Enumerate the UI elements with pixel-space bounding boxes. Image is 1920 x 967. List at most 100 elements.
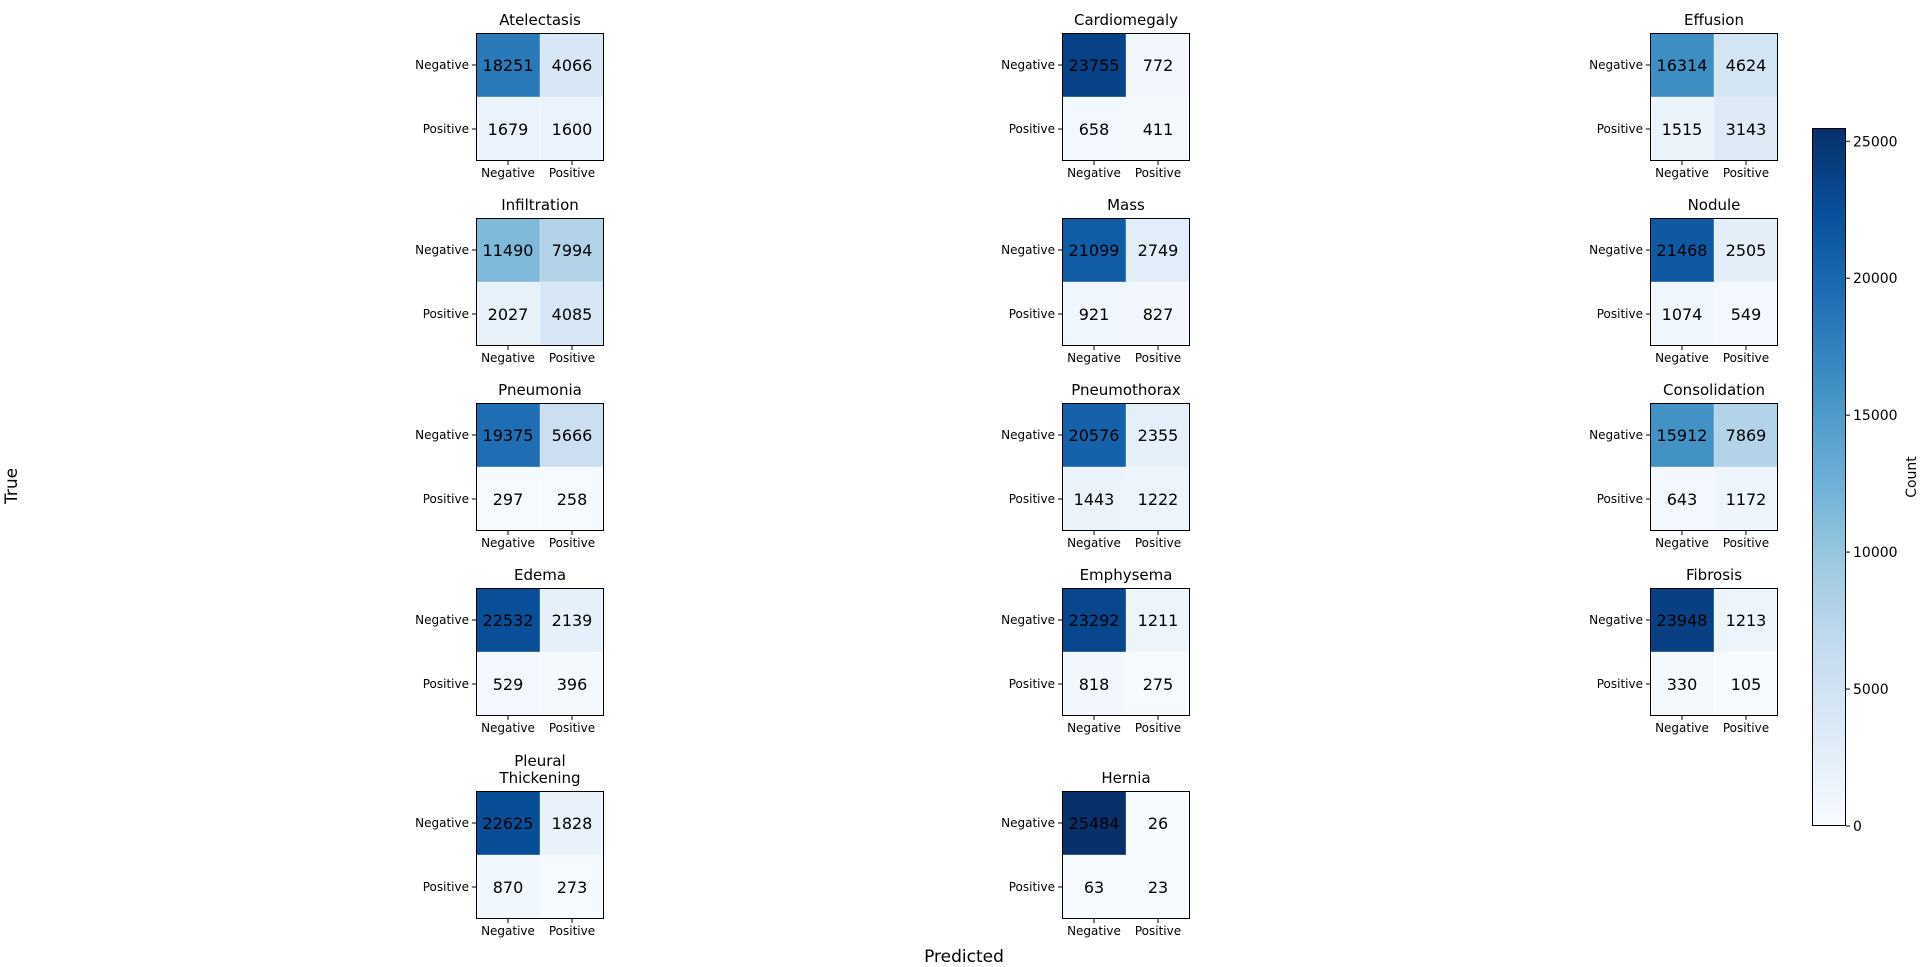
heatmap-cell [1062,282,1126,346]
confusion-matrix-panel: 20576 2355 1443 1222 Negative Positive Negativ… [1001,381,1190,550]
x-tick-label: Positive [1135,351,1181,365]
panel-title: Fibrosis [1686,566,1742,584]
heatmap-cell [1062,218,1126,282]
cell-value-label: 15912 [1657,426,1708,445]
heatmap-cell [1650,467,1714,531]
cell-value-label: 23755 [1069,56,1120,75]
y-tick-label: Negative [415,816,469,830]
cell-value-label: 4624 [1726,56,1767,75]
colorbar-tick-label: 25000 [1853,134,1898,150]
cell-value-label: 1211 [1138,611,1179,630]
x-tick-label: Negative [1067,721,1121,735]
cell-value-label: 20576 [1069,426,1120,445]
x-tick-label: Positive [1135,536,1181,550]
cell-value-label: 16314 [1657,56,1708,75]
cell-value-label: 1213 [1726,611,1767,630]
colorbar-fill [1812,128,1846,826]
heatmap-cell [1126,403,1190,467]
confusion-matrix-panels: 18251 4066 1679 1600 Negative Positive Negativ… [415,11,1778,938]
confusion-matrix-panel: 18251 4066 1679 1600 Negative Positive Negativ… [415,11,604,180]
confusion-matrix-panel: 21099 2749 921 827 Negative Positive Negative P… [1001,196,1190,365]
heatmap-cell [1126,218,1190,282]
heatmap-cell [476,97,540,161]
heatmap-cell [1714,33,1778,97]
y-tick-label: Negative [1001,428,1055,442]
cell-value-label: 870 [493,878,524,897]
y-tick-label: Negative [1589,243,1643,257]
matrix-frame [1650,403,1778,531]
cell-value-label: 2505 [1726,241,1767,260]
heatmap-cell [476,855,540,919]
heatmap-cell [1650,652,1714,716]
panel-title: Pleural [514,752,565,770]
x-tick-label: Positive [549,924,595,938]
cell-value-label: 529 [493,675,524,694]
heatmap-cell [540,467,604,531]
heatmap-cell [540,33,604,97]
cell-value-label: 26 [1148,814,1168,833]
matrix-frame [476,218,604,346]
heatmap-cell [476,467,540,531]
x-tick-label: Negative [1067,924,1121,938]
colorbar-frame [1812,128,1846,826]
cell-value-label: 23948 [1657,611,1708,630]
y-tick-label: Negative [1589,428,1643,442]
panel-title: Hernia [1101,769,1150,787]
heatmap-cell [1126,33,1190,97]
y-tick-label: Positive [1009,880,1055,894]
heatmap-cell [1126,791,1190,855]
heatmap-cell [1062,652,1126,716]
panel-title: Effusion [1684,11,1744,29]
cell-value-label: 23292 [1069,611,1120,630]
y-tick-label: Positive [1597,122,1643,136]
heatmap-cell [1062,855,1126,919]
cell-value-label: 5666 [552,426,593,445]
x-tick-label: Positive [1723,166,1769,180]
heatmap-cell [1650,282,1714,346]
confusion-matrix-panel: 21468 2505 1074 549 Negative Positive Negative… [1589,196,1778,365]
cell-value-label: 11490 [483,241,534,260]
y-tick-label: Negative [1001,816,1055,830]
y-tick-label: Positive [423,307,469,321]
heatmap-cell [1714,403,1778,467]
heatmap-cell [1126,588,1190,652]
cell-value-label: 2027 [488,305,529,324]
cell-value-label: 22532 [483,611,534,630]
confusion-matrix-panel: 23755 772 658 411 Negative Positive Negative Po… [1001,11,1190,180]
heatmap-cell [476,588,540,652]
heatmap-cell [540,97,604,161]
cell-value-label: 1443 [1074,490,1115,509]
matrix-frame [1062,33,1190,161]
heatmap-cell [1650,218,1714,282]
heatmap-cell [540,588,604,652]
cell-value-label: 258 [557,490,588,509]
x-tick-label: Positive [549,536,595,550]
heatmap-cell [540,652,604,716]
confusion-matrix-panel: 11490 7994 2027 4085 Negative Positive Negativ… [415,196,604,365]
y-tick-label: Positive [423,677,469,691]
y-tick-label: Negative [415,428,469,442]
cell-value-label: 1222 [1138,490,1179,509]
confusion-matrix-panel: 23948 1213 330 105 Negative Positive Negative P… [1589,566,1778,735]
y-tick-label: Positive [1009,677,1055,691]
colorbar: 0 5000 10000 15000 20000 25000 Count [1812,128,1920,835]
panel-title: Edema [514,566,566,584]
heatmap-cell [1126,467,1190,531]
cell-value-label: 105 [1731,675,1762,694]
cell-value-label: 19375 [483,426,534,445]
heatmap-cell [476,403,540,467]
cell-value-label: 2749 [1138,241,1179,260]
x-tick-label: Negative [481,351,535,365]
colorbar-label: Count [1904,456,1920,498]
cell-value-label: 1172 [1726,490,1767,509]
heatmap-cell [1062,97,1126,161]
cell-value-label: 273 [557,878,588,897]
cell-value-label: 1515 [1662,120,1703,139]
heatmap-cell [1650,97,1714,161]
panel-title: Pneumonia [498,381,582,399]
cell-value-label: 23 [1148,878,1168,897]
heatmap-cell [1062,588,1126,652]
heatmap-cell [1062,467,1126,531]
heatmap-cell [1714,652,1778,716]
